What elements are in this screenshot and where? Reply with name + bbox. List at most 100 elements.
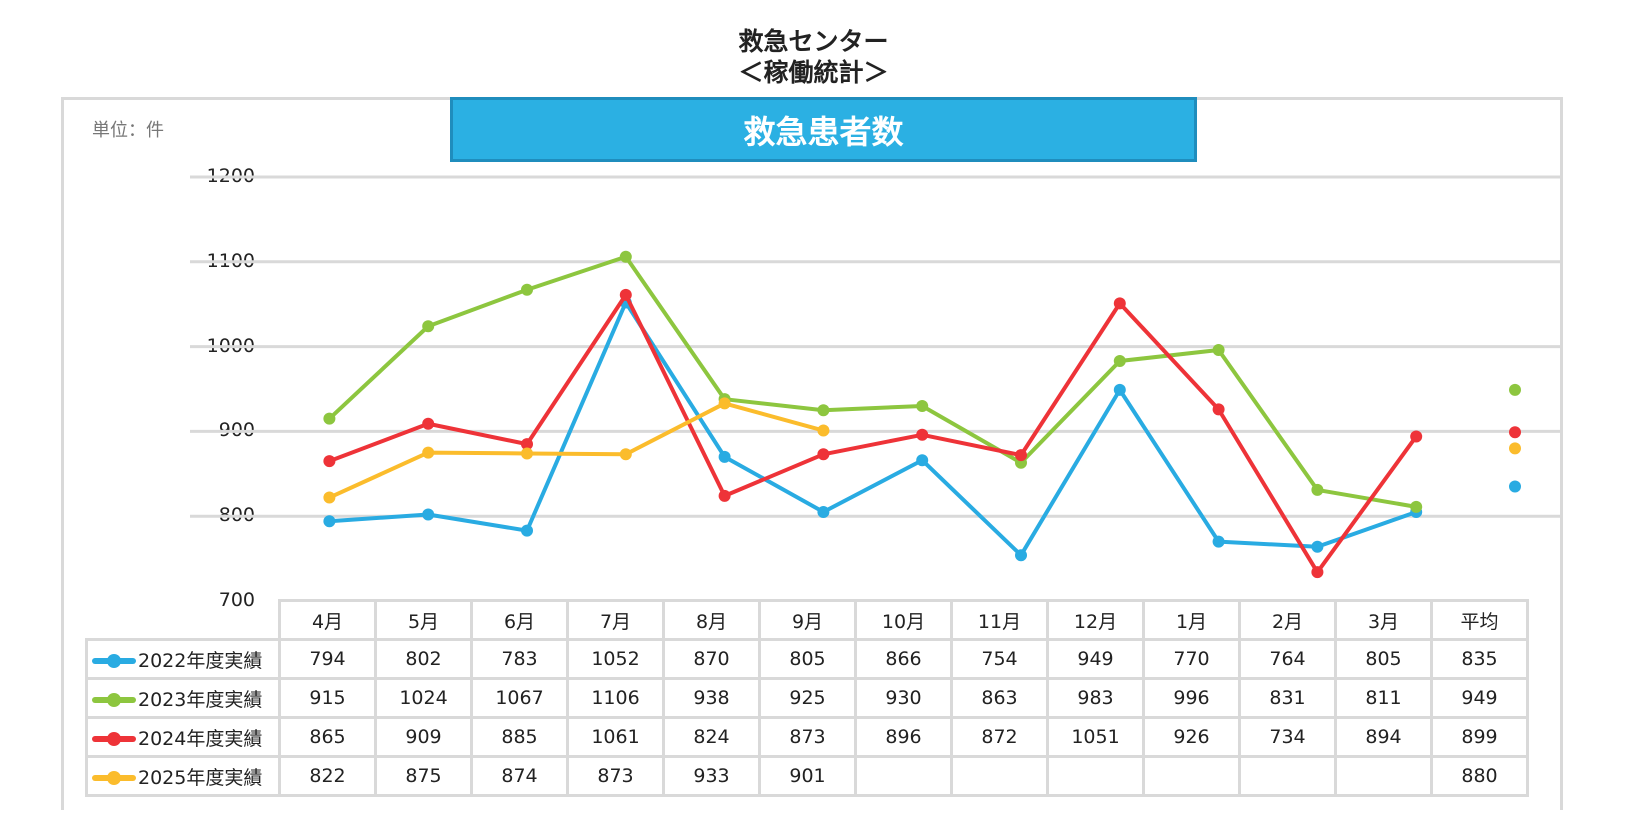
table-cell: 1067 [470,677,569,719]
data-point [422,446,435,459]
column-header: 6月 [470,599,569,641]
table-cell: 933 [662,755,761,797]
table-cell: 926 [1142,716,1241,758]
table-row: 2022年度実績 794 802 783 1052 870 805 866 754 949 770 7… [85,638,1529,680]
data-point [817,505,830,518]
data-point [422,508,435,521]
data-point [718,450,731,463]
table-cell [1334,755,1433,797]
table-cell: 901 [758,755,857,797]
data-point [1212,535,1225,548]
table-cell: 938 [662,677,761,719]
table-cell [950,755,1049,797]
average-cell: 949 [1430,677,1529,719]
legend-marker-icon [92,654,136,668]
data-point [521,438,533,451]
table-cell: 873 [566,755,665,797]
legend-label: 2022年度実績 [138,649,263,672]
table-cell: 822 [278,755,377,797]
column-header: 11月 [950,599,1049,641]
table-cell: 874 [470,755,569,797]
table-cell: 863 [950,677,1049,719]
table-cell: 925 [758,677,857,719]
table-cell: 866 [854,638,953,680]
data-point [619,250,632,263]
data-point [1311,483,1324,496]
table-cell: 734 [1238,716,1337,758]
data-point [521,283,533,296]
data-point [323,491,336,504]
table-cell: 802 [374,638,473,680]
column-header: 9月 [758,599,857,641]
table-cell: 1061 [566,716,665,758]
legend-entry: 2022年度実績 [85,638,281,680]
table-cell: 865 [278,716,377,758]
column-header: 3月 [1334,599,1433,641]
table-cell: 896 [854,716,953,758]
table-cell: 831 [1238,677,1337,719]
data-point [1410,500,1423,513]
data-point [521,447,533,460]
table-cell: 996 [1142,677,1241,719]
column-header: 平均 [1430,599,1529,641]
chart-title: 救急センター ＜稼働統計＞ [0,26,1627,88]
column-header: 1月 [1142,599,1241,641]
table-cell: 811 [1334,677,1433,719]
data-point [916,454,929,467]
legend-marker-icon [92,771,136,785]
data-point [916,428,929,441]
data-point [1212,403,1225,416]
series-line [328,401,824,500]
table-cell: 875 [374,755,473,797]
data-point [619,288,632,301]
chart-banner: 救急患者数 [450,97,1197,162]
average-point [1509,442,1521,455]
series-line [329,300,1417,558]
table-row: 2023年度実績 915 1024 1067 1106 938 925 930 863 983 99… [85,677,1529,719]
table-row: 2025年度実績 822 875 874 873 933 901 880 [85,755,1529,797]
table-cell: 930 [854,677,953,719]
table-cell: 1051 [1046,716,1145,758]
table-cell [1142,755,1241,797]
data-point [619,448,632,461]
table-cell: 794 [278,638,377,680]
table-cell: 764 [1238,638,1337,680]
table-cell: 983 [1046,677,1145,719]
data-point [1311,566,1324,579]
table-cell: 870 [662,638,761,680]
table-cell: 915 [278,677,377,719]
column-header: 2月 [1238,599,1337,641]
table-cell: 1024 [374,677,473,719]
data-point [323,455,336,468]
average-cell: 880 [1430,755,1529,797]
data-point [1113,383,1126,396]
data-point [1113,297,1126,310]
title-line2: ＜稼働統計＞ [738,58,889,87]
title-line1: 救急センター [738,27,889,56]
table-cell: 909 [374,716,473,758]
legend-marker-icon [92,732,136,746]
table-cell: 949 [1046,638,1145,680]
unit-label: 単位：件 [92,120,164,141]
legend-entry: 2023年度実績 [85,677,281,719]
table-cell [1046,755,1145,797]
average-cell: 899 [1430,716,1529,758]
table-cell: 1052 [566,638,665,680]
average-point [1509,426,1521,439]
table-cell: 873 [758,716,857,758]
column-header: 4月 [278,599,377,641]
column-header: 8月 [662,599,761,641]
data-point [1113,355,1126,368]
data-point [817,404,830,417]
column-header: 10月 [854,599,953,641]
table-cell [854,755,953,797]
table-cell: 1106 [566,677,665,719]
table-cell: 824 [662,716,761,758]
data-point [817,448,830,461]
series-line [328,254,1417,509]
average-cell: 835 [1430,638,1529,680]
data-point [1410,430,1423,443]
table-row: 2024年度実績 865 909 885 1061 824 873 896 872 1051 926… [85,716,1529,758]
table-cell: 894 [1334,716,1433,758]
